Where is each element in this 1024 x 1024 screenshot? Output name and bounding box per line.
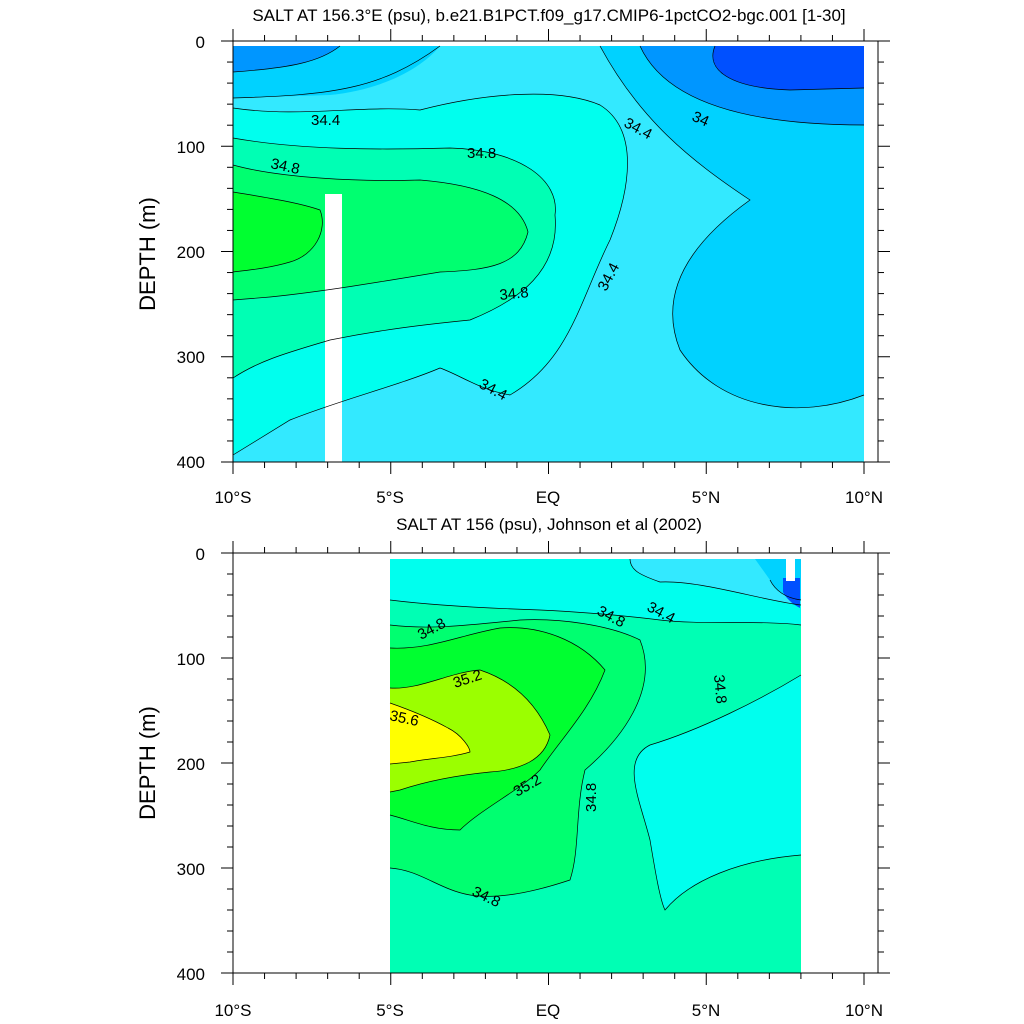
x-tick-label: 10°N — [845, 488, 883, 507]
panel-title: SALT AT 156 (psu), Johnson et al (2002) — [396, 515, 702, 534]
x-tick-label: 5°N — [692, 488, 721, 507]
salinity-band-34.4-34.6 — [630, 559, 801, 605]
y-tick-label: 300 — [177, 348, 205, 367]
y-axis-label: DEPTH (m) — [135, 706, 160, 820]
salinity-band-lt34.0 — [783, 578, 800, 608]
contour-fill — [390, 559, 801, 973]
salinity-band-gt35.6 — [390, 703, 470, 764]
panel-observations: SALT AT 156 (psu), Johnson et al (2002) — [135, 515, 890, 1020]
salinity-band-34.0-34.2 — [233, 46, 340, 72]
missing-data-notch — [786, 559, 795, 581]
tick-marks — [221, 29, 890, 474]
x-tick-label: EQ — [536, 1001, 561, 1020]
y-axis: DEPTH (m) 0 100 200 300 400 — [135, 33, 205, 472]
contour-label: 34 — [689, 108, 711, 130]
contour-fill — [233, 46, 864, 462]
y-tick-label: 300 — [177, 860, 205, 879]
x-tick-label: 5°S — [376, 488, 404, 507]
y-tick-label: 400 — [177, 965, 205, 984]
salinity-band-34.6-34.8 — [634, 675, 801, 910]
x-axis: 10°S 5°S EQ 5°N 10°N — [214, 1001, 883, 1020]
contour-label: 34.8 — [710, 674, 729, 705]
salinity-band-35.2-35.4 — [233, 192, 323, 272]
contour-label: 34.8 — [269, 155, 301, 178]
contour-lines — [232, 45, 865, 456]
contour-label: 34.8 — [499, 284, 530, 304]
x-tick-label: EQ — [536, 488, 561, 507]
salinity-band-lt34.0 — [712, 46, 864, 90]
y-tick-label: 200 — [177, 243, 205, 262]
y-axis: DEPTH (m) 0 100 200 300 400 — [135, 545, 205, 984]
y-tick-label: 0 — [196, 33, 205, 52]
tick-marks — [221, 541, 890, 985]
salinity-band-35.0-35.2 — [233, 165, 528, 300]
y-axis-label: DEPTH (m) — [135, 197, 160, 311]
contour-labels: 34.4 34.8 34.8 34.8 34.4 34.4 34 34.4 — [269, 108, 711, 404]
x-tick-label: 10°S — [214, 488, 251, 507]
salinity-band-35.4-35.6 — [390, 670, 550, 792]
contour-label: 35.6 — [388, 707, 420, 730]
panel-model: SALT AT 156.3°E (psu), b.e21.B1PCT.f09_g… — [135, 6, 890, 507]
y-tick-label: 100 — [177, 138, 205, 157]
y-tick-label: 200 — [177, 755, 205, 774]
y-tick-label: 400 — [177, 453, 205, 472]
contour-label: 34.8 — [583, 783, 600, 812]
missing-data-column — [325, 194, 342, 462]
contour-label: 34.8 — [467, 145, 496, 162]
y-tick-label: 100 — [177, 650, 205, 669]
panel-title: SALT AT 156.3°E (psu), b.e21.B1PCT.f09_g… — [252, 6, 845, 25]
x-tick-label: 10°N — [845, 1001, 883, 1020]
x-axis: 10°S 5°S EQ 5°N 10°N — [214, 488, 883, 507]
x-tick-label: 10°S — [214, 1001, 251, 1020]
x-tick-label: 5°N — [692, 1001, 721, 1020]
x-tick-label: 5°S — [376, 1001, 404, 1020]
salinity-band-34.2-34.4 — [600, 46, 864, 408]
y-tick-label: 0 — [196, 545, 205, 564]
contour-lines — [389, 558, 802, 911]
contour-label: 34.4 — [311, 112, 340, 129]
